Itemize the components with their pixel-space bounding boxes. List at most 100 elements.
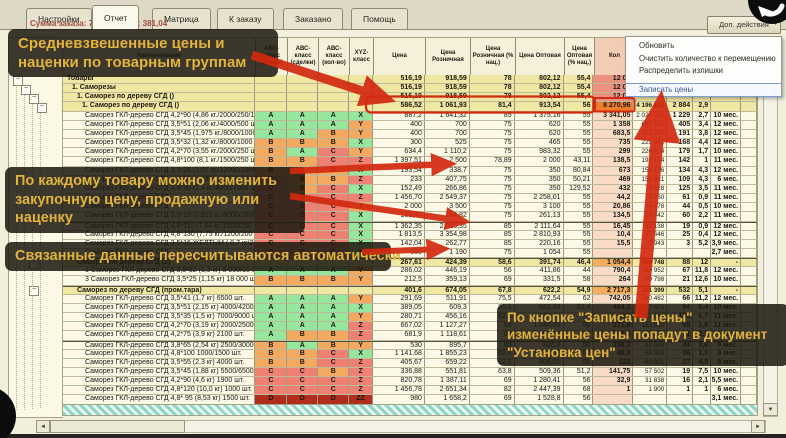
- value-cell[interactable]: 2 549,37: [425, 194, 470, 203]
- value-cell[interactable]: 424,39: [425, 259, 470, 267]
- value-cell[interactable]: 802,12: [515, 93, 564, 102]
- value-cell[interactable]: 609,3: [425, 303, 470, 313]
- value-cell[interactable]: 55: [564, 222, 594, 230]
- tab-matrica[interactable]: Матрица: [152, 8, 211, 29]
- value-cell[interactable]: 267,61: [373, 259, 425, 267]
- value-cell[interactable]: 634,4: [373, 148, 425, 157]
- value-cell[interactable]: 80,84: [564, 166, 594, 175]
- value-cell[interactable]: 700: [425, 129, 470, 139]
- value-cell[interactable]: 58,6: [470, 259, 515, 267]
- value-cell[interactable]: 75: [470, 175, 515, 184]
- value-cell[interactable]: 75: [470, 139, 515, 148]
- value-cell[interactable]: 10,4: [593, 230, 634, 239]
- value-cell[interactable]: 43,11: [564, 157, 594, 166]
- scroll-right-button[interactable]: ►: [751, 420, 765, 433]
- table-row[interactable]: Саморез ГКЛ-дерево СГД 3,5*51 (2,06 кг./…: [63, 120, 758, 130]
- value-cell[interactable]: 551,81: [425, 368, 470, 377]
- value-cell[interactable]: 55: [564, 148, 594, 157]
- value-cell[interactable]: 75: [470, 166, 515, 175]
- value-cell[interactable]: 2 258,01: [515, 194, 564, 203]
- value-cell[interactable]: 233: [373, 175, 425, 184]
- value-cell[interactable]: 1 358: [593, 120, 634, 129]
- value-cell[interactable]: 350: [515, 184, 564, 194]
- value-cell[interactable]: 516,19: [373, 93, 425, 102]
- tree-collapse-button[interactable]: −: [29, 286, 39, 296]
- value-cell[interactable]: 16,45: [593, 222, 634, 230]
- value-cell[interactable]: 141,75: [593, 368, 634, 377]
- value-cell[interactable]: 983,32: [515, 148, 564, 157]
- value-cell[interactable]: 2 651,34: [425, 386, 470, 395]
- value-cell[interactable]: 472,54: [515, 294, 564, 303]
- value-cell[interactable]: 75: [470, 248, 515, 258]
- value-cell[interactable]: 432: [593, 184, 634, 194]
- table-row[interactable]: 1 Саморез ГКЛ-дерево СГД 3,5*32 (1,3 кг)…: [63, 267, 758, 277]
- value-cell[interactable]: 81,4: [470, 102, 515, 111]
- value-cell[interactable]: 446,19: [425, 267, 470, 276]
- value-cell[interactable]: 55: [564, 239, 594, 248]
- value-cell[interactable]: 55: [564, 230, 594, 239]
- table-row[interactable]: Саморез ГКЛ-дерево СГД 4,2*70 (3,55 кг./…: [63, 148, 758, 158]
- value-cell[interactable]: 659,22: [425, 358, 470, 367]
- value-cell[interactable]: 78,89: [470, 157, 515, 166]
- value-cell[interactable]: 291,69: [373, 294, 425, 303]
- menu-item-ochistit[interactable]: Очистить количество к перемещению: [639, 53, 776, 63]
- value-cell[interactable]: 75: [470, 212, 515, 221]
- value-cell[interactable]: 1 456,78: [373, 386, 425, 395]
- value-cell[interactable]: 44: [564, 267, 594, 276]
- value-cell[interactable]: 3 341,05: [593, 111, 634, 120]
- value-cell[interactable]: 1: [593, 386, 634, 395]
- value-cell[interactable]: 336,88: [373, 368, 425, 377]
- value-cell[interactable]: 69: [470, 395, 515, 404]
- table-row[interactable]: Саморез ГКЛ-дерево СГД 4,2*90 (4,86 кг./…: [63, 111, 758, 121]
- value-cell[interactable]: 1 813,5: [373, 230, 425, 239]
- value-cell[interactable]: 85: [470, 239, 515, 248]
- value-cell[interactable]: 51,2: [564, 368, 594, 377]
- table-row[interactable]: Саморез ГКЛ-дерево СГД 3,5*32 (1,32 кг./…: [63, 139, 758, 149]
- menu-item-zapisat-ceny[interactable]: Записать цены: [626, 82, 781, 97]
- value-cell[interactable]: 3 100: [515, 203, 564, 212]
- table-row[interactable]: Саморез ГКЛ-дерево СГД 4,8*100 (8,1 кг./…: [63, 157, 758, 167]
- value-cell[interactable]: 456,16: [425, 313, 470, 322]
- value-cell[interactable]: 389,05: [373, 303, 425, 313]
- value-cell[interactable]: 1 375,16: [515, 111, 564, 120]
- value-cell[interactable]: 1 658,2: [425, 395, 470, 404]
- table-row[interactable]: Саморез по дереву СГД (пром.тара) 401,6 67…: [63, 285, 758, 295]
- value-cell[interactable]: 264: [593, 276, 634, 285]
- tab-zakazano[interactable]: Заказано: [283, 8, 344, 29]
- column-header-2[interactable]: АВС-класс (сделки): [288, 38, 319, 75]
- value-cell[interactable]: 58: [564, 276, 594, 285]
- value-cell[interactable]: 887,2: [373, 111, 425, 120]
- value-cell[interactable]: 286,02: [373, 267, 425, 276]
- value-cell[interactable]: 918,59: [425, 93, 470, 102]
- value-cell[interactable]: 1 110,2: [425, 148, 470, 157]
- scroll-left-button[interactable]: ◄: [36, 420, 50, 433]
- value-cell[interactable]: 78: [470, 93, 515, 102]
- value-cell[interactable]: 790,4: [593, 267, 634, 276]
- value-cell[interactable]: 262,77: [425, 239, 470, 248]
- value-cell[interactable]: 75: [470, 148, 515, 157]
- value-cell[interactable]: 75: [470, 129, 515, 139]
- value-cell[interactable]: 516,19: [373, 84, 425, 93]
- value-cell[interactable]: 516,19: [373, 75, 425, 84]
- value-cell[interactable]: 129,52: [564, 184, 594, 194]
- value-cell[interactable]: 44,2: [593, 194, 634, 203]
- table-row[interactable]: Саморез ГКЛ-дерево СГД 4,2*90 (4,6 кг) 1…: [63, 377, 758, 387]
- value-cell[interactable]: 1 397,51: [373, 157, 425, 166]
- value-cell[interactable]: 294,82: [425, 212, 470, 221]
- value-cell[interactable]: 168,47: [373, 212, 425, 221]
- value-cell[interactable]: 918,59: [425, 84, 470, 93]
- value-cell[interactable]: 674,05: [425, 286, 470, 294]
- value-cell[interactable]: 134,5: [593, 212, 634, 221]
- value-cell[interactable]: 622,2: [515, 286, 564, 294]
- value-cell[interactable]: 55: [564, 194, 594, 203]
- value-cell[interactable]: 55: [564, 129, 594, 139]
- value-cell[interactable]: 3 500: [425, 203, 470, 212]
- value-cell[interactable]: 350: [515, 166, 564, 175]
- value-cell[interactable]: 69: [470, 377, 515, 386]
- value-cell[interactable]: 683,5: [593, 129, 634, 139]
- value-cell[interactable]: 55: [564, 212, 594, 221]
- value-cell[interactable]: 405,67: [373, 358, 425, 367]
- value-cell[interactable]: 2 111,64: [515, 222, 564, 230]
- column-header-6[interactable]: Цена Розничная: [426, 38, 471, 75]
- value-cell[interactable]: 331,5: [515, 276, 564, 285]
